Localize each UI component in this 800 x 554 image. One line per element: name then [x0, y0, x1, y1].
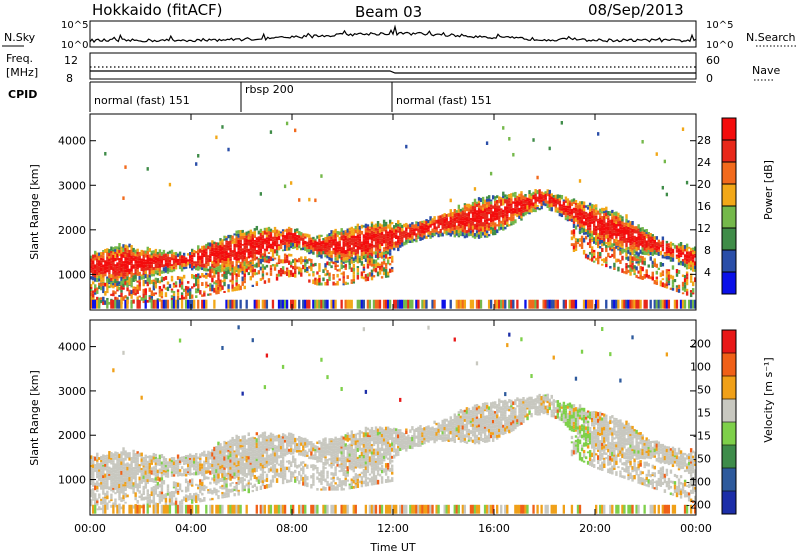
- colorbar-segment: [722, 162, 736, 185]
- y-tick-label: 2000: [58, 224, 86, 237]
- freq-left-tick-top: 12: [64, 54, 78, 67]
- colorbar-segment: [722, 118, 736, 141]
- velocity-ylabel: Slant Range [km]: [28, 370, 41, 466]
- power-colorbar-tick: 16: [697, 200, 711, 213]
- sky-left-tick-top: 10^5: [61, 20, 88, 31]
- colorbar-segment: [722, 445, 736, 469]
- power-colorbar-title: Power [dB]: [762, 160, 775, 220]
- power-colorbar-tick: 28: [697, 134, 711, 147]
- velocity-colorbar-tick: -15: [693, 430, 711, 443]
- velocity-colorbar-title: Velocity [m s⁻¹]: [762, 357, 775, 442]
- colorbar-segment: [722, 399, 736, 423]
- colorbar-segment: [722, 353, 736, 377]
- colorbar-segment: [722, 184, 736, 207]
- colorbar-segment: [722, 330, 736, 354]
- velocity-colorbar-tick: 100: [690, 361, 711, 374]
- velocity-heatmap: [90, 325, 696, 514]
- colorbar-segment: [722, 272, 736, 295]
- cpid-label: CPID: [8, 88, 37, 101]
- sky-right-tick-top: 10^5: [706, 20, 733, 31]
- time-x-axis: 00:00 04:00 08:00 12:00 16:00 20:00 00:00: [74, 114, 712, 535]
- power-colorbar-tick: 8: [704, 244, 711, 257]
- sky-left-tick-bottom: 10^0: [61, 40, 88, 51]
- x-tick-label: 20:00: [579, 522, 611, 535]
- freq-label: Freq.: [6, 52, 33, 65]
- velocity-colorbar-tick: -200: [686, 499, 711, 512]
- y-tick-label: 1000: [58, 474, 86, 487]
- nsky-series-line: [89, 24, 697, 43]
- velocity-colorbar-tick: 15: [697, 407, 711, 420]
- power-colorbar-tick: 24: [697, 156, 711, 169]
- cpid-segment-3: normal (fast) 151: [396, 94, 492, 107]
- xaxis-label: Time UT: [369, 541, 415, 554]
- nave-label: Nave: [752, 64, 780, 77]
- power-colorbar-tick: 4: [704, 266, 711, 279]
- nsky-label: N.Sky: [4, 31, 36, 44]
- x-tick-label: 04:00: [175, 522, 207, 535]
- cpid-segment-1: normal (fast) 151: [94, 94, 190, 107]
- x-tick-label: 00:00: [680, 522, 712, 535]
- y-tick-label: 2000: [58, 429, 86, 442]
- nsearch-label: N.Search: [746, 31, 796, 44]
- cpid-panel: CPID normal (fast) 151 rbsp 200 normal (…: [8, 81, 696, 112]
- colorbar-segment: [722, 376, 736, 400]
- power-y-axis: 1000 2000 3000 4000: [58, 135, 696, 281]
- y-tick-label: 4000: [58, 135, 86, 148]
- freq-series-line: [90, 70, 696, 74]
- colorbar-segment: [722, 250, 736, 273]
- sky-panel: N.Sky 10^5 10^0 10^5 10^0 N.Search: [2, 20, 798, 51]
- power-heatmap: [90, 121, 696, 309]
- y-tick-label: 3000: [58, 179, 86, 192]
- freq-right-tick-top: 60: [706, 54, 720, 67]
- y-tick-label: 1000: [58, 268, 86, 281]
- velocity-colorbar-tick: 50: [697, 384, 711, 397]
- colorbar-segment: [722, 140, 736, 163]
- x-tick-label: 12:00: [377, 522, 409, 535]
- velocity-y-axis: 1000 2000 3000 4000: [58, 341, 696, 487]
- cpid-segment-2: rbsp 200: [245, 83, 294, 96]
- colorbar-segment: [722, 228, 736, 251]
- freq-unit-label: [MHz]: [6, 66, 38, 79]
- velocity-colorbar-tick: -100: [686, 476, 711, 489]
- x-tick-label: 08:00: [276, 522, 308, 535]
- station-title: Hokkaido (fitACF): [92, 1, 223, 19]
- power-colorbar-tick: 20: [697, 178, 711, 191]
- power-panel: 1000 2000 3000 4000 Slant Range [km] 28 24 20…: [28, 113, 775, 311]
- power-colorbar-tick: 12: [697, 222, 711, 235]
- colorbar-segment: [722, 468, 736, 492]
- colorbar-segment: [722, 491, 736, 515]
- y-tick-label: 3000: [58, 385, 86, 398]
- velocity-colorbar-tick: -50: [693, 453, 711, 466]
- x-tick-label: 16:00: [478, 522, 510, 535]
- freq-panel: Freq. [MHz] 12 8 60 0 Nave: [6, 52, 780, 85]
- power-colorbar: 28 24 20 16 12 8 4: [697, 117, 737, 295]
- velocity-colorbar: 200 100 50 15 -15 -50 -100 -200: [686, 329, 737, 515]
- date-title: 08/Sep/2013: [588, 1, 684, 19]
- beam-title: Beam 03: [355, 3, 422, 21]
- y-tick-label: 4000: [58, 341, 86, 354]
- freq-left-tick-bottom: 8: [66, 72, 73, 85]
- velocity-colorbar-tick: 200: [690, 338, 711, 351]
- freq-right-tick-bottom: 0: [706, 72, 713, 85]
- sky-right-tick-bottom: 10^0: [706, 40, 733, 51]
- x-tick-label: 00:00: [74, 522, 106, 535]
- colorbar-segment: [722, 422, 736, 446]
- power-ylabel: Slant Range [km]: [28, 164, 41, 260]
- colorbar-segment: [722, 206, 736, 229]
